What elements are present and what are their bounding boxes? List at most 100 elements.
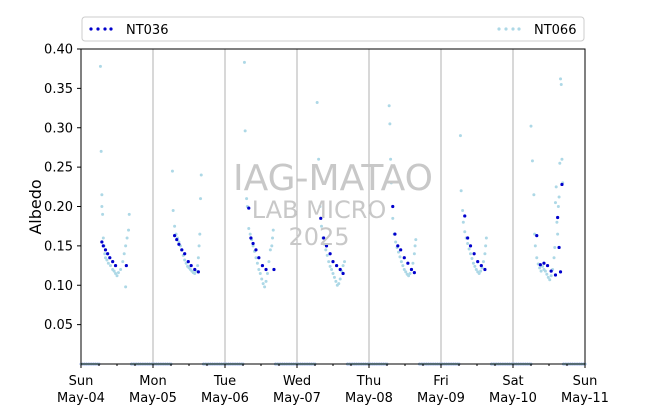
- point-nt066-d0-8: [103, 256, 107, 260]
- legend-item-nt036[interactable]: NT036: [89, 23, 168, 38]
- point-nt066-d0-19: [122, 252, 126, 256]
- point-nt066-d0-20: [124, 244, 128, 248]
- point-nt066-d3-2: [318, 205, 322, 208]
- point-nt036-d4-3: [399, 248, 403, 252]
- point-nt066-d2-16: [264, 279, 268, 283]
- point-nt066-d3-10: [330, 268, 334, 271]
- point-nt066-d6-0: [529, 124, 533, 128]
- point-nt066-d5-3: [461, 220, 465, 224]
- point-nt066-d2-11: [257, 268, 261, 271]
- point-nt036-d5-1: [466, 236, 470, 240]
- point-nt066-d5-17: [481, 260, 485, 264]
- point-nt066-d4-4: [391, 216, 395, 220]
- x-tick-date-1: May-05: [129, 391, 177, 406]
- point-nt036-d1-6: [189, 263, 193, 268]
- point-nt036-d6-9: [560, 182, 564, 187]
- point-nt066-d6-27: [559, 82, 563, 86]
- point-nt036-d3-2: [324, 244, 329, 248]
- point-nt066-d0-9: [105, 258, 109, 262]
- point-nt066-d6-9: [541, 264, 545, 268]
- point-nt036-d0-2: [103, 248, 108, 252]
- point-nt066-d6-11: [543, 269, 547, 273]
- point-nt066-d2-18: [267, 260, 271, 264]
- point-nt066-d4-13: [404, 270, 408, 274]
- point-nt066-d6-17: [552, 256, 556, 260]
- point-nt066-d5-9: [470, 256, 474, 260]
- point-nt036-d4-2: [396, 244, 400, 248]
- point-nt036-d5-3: [472, 252, 476, 256]
- point-nt036-d5-0: [463, 214, 467, 218]
- x-tick-day-2: Tue: [213, 374, 236, 389]
- x-tick-day-5: Fri: [433, 374, 449, 389]
- point-nt066-d5-10: [471, 261, 475, 265]
- point-nt036-d0-7: [124, 263, 128, 268]
- point-nt036-d6-5: [553, 273, 558, 277]
- x-tick-day-1: Mon: [139, 374, 166, 389]
- point-nt036-d6-1: [538, 263, 542, 267]
- point-nt066-d6-5: [535, 256, 539, 260]
- point-nt066-d0-14: [114, 271, 118, 275]
- point-nt066-d6-13: [546, 275, 550, 279]
- point-nt066-d0-18: [121, 260, 125, 264]
- point-nt036-d0-3: [106, 252, 110, 256]
- legend-box: [81, 16, 585, 42]
- point-nt066-d0-16: [116, 271, 120, 275]
- point-nt066-d3-19: [343, 260, 347, 264]
- x-tick-date-6: May-10: [489, 391, 537, 406]
- point-nt066-d6-1: [530, 159, 534, 163]
- grid-lines: [152, 49, 514, 364]
- point-nt066-d5-8: [469, 252, 473, 256]
- point-nt066-d1-21: [198, 232, 202, 236]
- point-nt066-d4-8: [397, 250, 401, 254]
- point-nt066-d2-21: [271, 236, 275, 240]
- point-nt066-d4-12: [402, 268, 406, 271]
- point-nt066-d5-6: [466, 242, 470, 246]
- point-nt066-d2-9: [254, 256, 258, 260]
- point-nt066-d1-2: [173, 224, 177, 228]
- legend-marker-nt036-3: [103, 27, 107, 31]
- point-nt036-d2-0: [247, 206, 251, 210]
- point-nt036-d0-4: [108, 256, 112, 260]
- point-nt036-d6-8: [558, 270, 563, 274]
- point-nt066-d2-14: [261, 282, 265, 286]
- legend[interactable]: NT036 NT066: [81, 16, 585, 42]
- point-nt066-d6-18: [553, 245, 557, 249]
- point-nt066-d4-9: [398, 255, 402, 259]
- point-nt066-d5-19: [484, 244, 488, 248]
- point-nt066-d3-6: [324, 248, 328, 252]
- point-nt036-d4-1: [393, 232, 397, 236]
- point-nt066-d0-11: [109, 264, 113, 268]
- point-nt036-d4-0: [391, 204, 395, 209]
- x-tick-day-6: Sat: [502, 374, 523, 389]
- point-nt036-d6-6: [556, 215, 560, 220]
- y-tick-label-2: 0.15: [44, 239, 73, 254]
- point-nt066-d4-18: [411, 261, 415, 265]
- point-nt066-d2-22: [271, 228, 275, 232]
- point-nt066-d1-23: [199, 173, 203, 177]
- legend-item-nt066[interactable]: NT066: [497, 23, 576, 38]
- point-nt066-d4-19: [412, 252, 416, 256]
- point-nt036-d3-4: [331, 260, 335, 264]
- legend-label-nt036: NT036: [126, 23, 168, 38]
- point-nt066-d2-2: [245, 197, 249, 201]
- point-nt066-d0-17: [119, 268, 123, 271]
- point-nt066-d0-7: [103, 252, 107, 256]
- y-tick-label-3: 0.20: [44, 200, 73, 215]
- point-nt066-d0-3: [100, 205, 104, 208]
- point-nt066-d6-8: [539, 269, 543, 273]
- point-nt066-d5-15: [479, 269, 483, 273]
- point-nt066-d1-22: [199, 197, 203, 201]
- point-nt066-d5-12: [474, 268, 478, 271]
- point-nt036-d4-4: [402, 256, 406, 260]
- point-nt036-d2-7: [272, 267, 276, 272]
- point-nt066-d3-7: [325, 253, 329, 257]
- point-nt066-d3-1: [317, 157, 321, 161]
- point-nt066-d4-3: [389, 181, 393, 185]
- point-nt066-d3-3: [319, 224, 323, 228]
- data-points: [79, 60, 587, 366]
- y-axis-label: Albedo: [26, 179, 45, 234]
- point-nt066-d2-20: [270, 244, 274, 248]
- point-nt036-d3-5: [335, 263, 339, 268]
- point-nt036-d1-2: [177, 242, 181, 246]
